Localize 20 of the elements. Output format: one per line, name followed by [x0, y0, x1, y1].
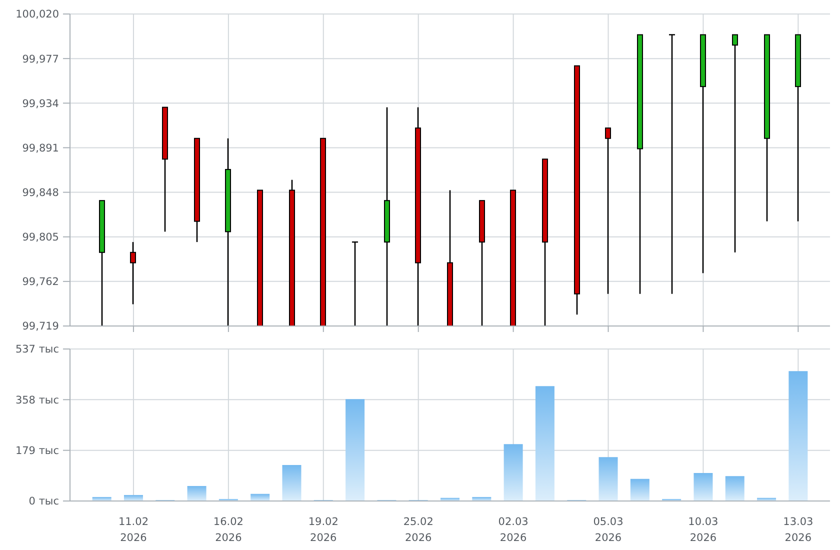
x-tick-label: 10.03 2026	[688, 516, 718, 544]
y-tick-label: 0 тыс	[28, 496, 60, 508]
x-tick-label: 02.03 2026	[498, 516, 528, 544]
x-tick-label: 16.02 2026	[213, 516, 244, 544]
y-tick-label: 358 тыс	[15, 394, 60, 406]
x-tick-label: 11.02 2026	[118, 516, 149, 544]
y-tick-label: 99,977	[22, 53, 59, 66]
x-tick-label: 05.03 2026	[593, 516, 624, 544]
y-tick-label: 99,762	[22, 276, 59, 288]
x-tick-label: 19.02 2026	[308, 516, 338, 544]
x-tick-label: 13.03 2026	[783, 516, 814, 544]
y-tick-label: 99,934	[22, 98, 60, 110]
y-tick-label: 99,891	[22, 142, 59, 154]
y-tick-label: 100,020	[16, 8, 59, 21]
y-tick-label: 99,848	[22, 187, 59, 200]
y-tick-label: 99,719	[22, 320, 59, 333]
x-tick-label: 25.02 2026	[403, 516, 434, 544]
y-tick-label: 99,805	[22, 232, 59, 244]
y-tick-label: 537 тыс	[15, 344, 60, 356]
y-tick-label: 179 тыс	[15, 445, 60, 458]
